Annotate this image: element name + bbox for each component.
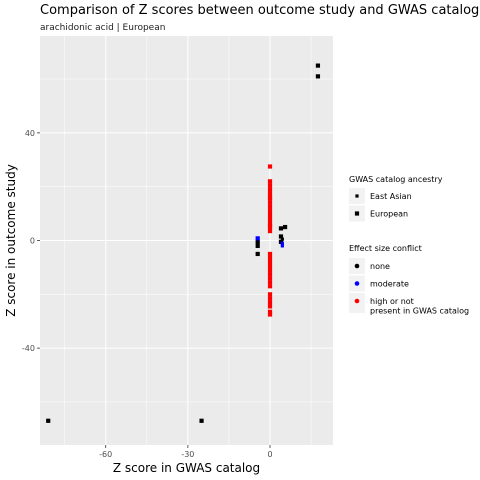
y-tick-label: -40: [22, 344, 35, 353]
data-point: [267, 196, 273, 201]
data-point: [267, 280, 273, 285]
data-point: [280, 244, 284, 248]
legend-key-dot: [354, 281, 360, 286]
chart-title: Comparison of Z scores between outcome s…: [40, 3, 479, 18]
data-points: [46, 63, 321, 423]
data-point: [267, 179, 273, 184]
legend-label-conflict: moderate: [370, 280, 409, 289]
data-point: [267, 228, 273, 234]
data-point: [267, 212, 273, 218]
legend-key-shape: [355, 194, 359, 198]
data-point: [278, 226, 284, 231]
data-point: [46, 418, 51, 423]
data-point: [267, 200, 273, 205]
data-point: [267, 204, 273, 209]
data-point: [282, 224, 288, 230]
data-point: [267, 216, 273, 222]
x-axis-ticks: -60 -30 0: [99, 445, 273, 459]
data-point: [267, 312, 273, 317]
data-point: [267, 255, 273, 261]
x-tick-label: -30: [181, 450, 194, 459]
data-point: [267, 276, 273, 281]
data-point: [267, 272, 273, 277]
data-point: [267, 208, 273, 214]
data-point: [267, 183, 273, 188]
data-point: [267, 263, 273, 269]
data-point: [280, 241, 284, 245]
legend: GWAS catalog ancestry East Asian European E…: [349, 175, 469, 316]
data-point: [267, 220, 273, 226]
data-point: [278, 234, 284, 239]
data-point: [267, 267, 273, 273]
x-tick-label: -60: [99, 450, 112, 459]
chart-subtitle: arachidonic acid | European: [40, 23, 165, 33]
legend-title-conflict: Effect size conflict: [349, 244, 422, 253]
legend-key-dot: [354, 263, 360, 269]
data-point: [255, 251, 260, 257]
y-tick-label: 0: [30, 237, 35, 246]
data-point: [267, 251, 273, 257]
data-point: [199, 418, 204, 423]
data-point: [255, 236, 260, 241]
data-point: [267, 300, 273, 305]
legend-label-conflict: present in GWAS catalog: [370, 307, 469, 316]
data-point: [267, 292, 273, 297]
data-point: [267, 259, 273, 265]
legend-label-ancestry: European: [370, 210, 408, 219]
data-point: [267, 296, 273, 301]
y-axis-title: Z score in outcome study: [4, 164, 18, 317]
data-point: [267, 284, 273, 289]
y-axis-ticks: -40 0 40: [22, 129, 40, 353]
legend-label-conflict: none: [370, 262, 390, 271]
data-point: [255, 243, 260, 248]
y-tick-label: 40: [25, 129, 35, 138]
data-point: [267, 164, 273, 169]
x-tick-label: 0: [267, 450, 272, 459]
grid-lines: [40, 36, 333, 445]
legend-label-conflict: high or not: [370, 297, 414, 306]
x-axis-title: Z score in GWAS catalog: [113, 461, 260, 475]
legend-label-ancestry: East Asian: [370, 192, 412, 201]
data-point: [267, 187, 273, 192]
legend-title-ancestry: GWAS catalog ancestry: [349, 175, 443, 184]
data-point: [267, 223, 273, 228]
legend-key-dot: [354, 298, 360, 304]
data-point: [280, 237, 284, 241]
data-point: [267, 304, 273, 309]
data-point: [315, 74, 321, 79]
data-point: [255, 239, 260, 244]
legend-key-shape: [354, 211, 360, 216]
data-point: [267, 191, 273, 196]
data-point: [267, 309, 273, 314]
data-point: [315, 63, 321, 68]
